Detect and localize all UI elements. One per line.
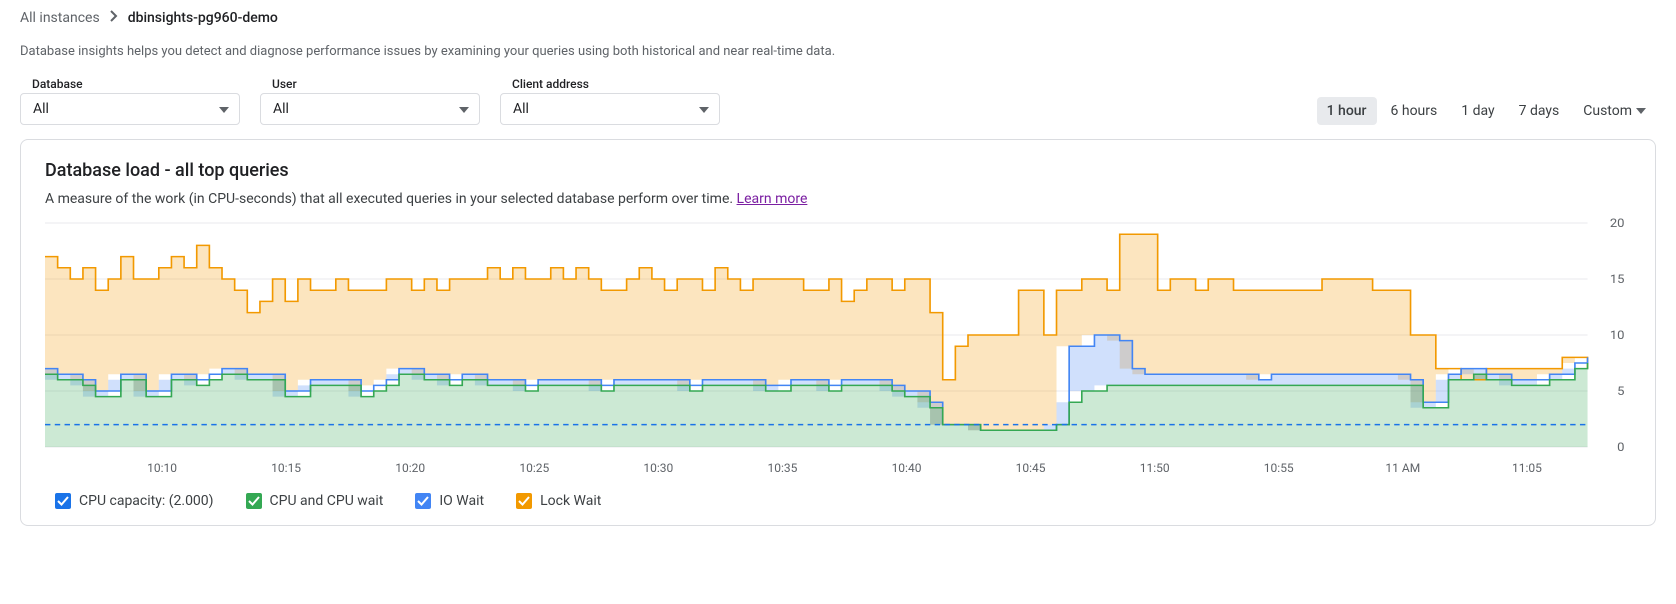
filter-user: User All: [260, 77, 480, 125]
legend-cpu-wait[interactable]: CPU and CPU wait: [246, 493, 384, 509]
time-range-option[interactable]: 6 hours: [1381, 97, 1448, 125]
chart-subtitle: A measure of the work (in CPU-seconds) t…: [45, 191, 1631, 207]
chevron-right-icon: [110, 10, 118, 26]
x-tick-label: 10:25: [472, 461, 596, 475]
caret-down-icon: [459, 101, 469, 117]
svg-text:5: 5: [1617, 384, 1624, 398]
chart-legend: CPU capacity: (2.000) CPU and CPU wait I…: [45, 493, 1631, 509]
filter-user-label: User: [260, 77, 480, 91]
time-range-option[interactable]: 1 day: [1451, 97, 1504, 125]
x-tick-label: 11:05: [1465, 461, 1589, 475]
filter-database-value: All: [33, 101, 49, 117]
legend-io-wait-label: IO Wait: [439, 493, 484, 509]
x-tick-label: 11:50: [1093, 461, 1217, 475]
x-tick-label: 10:15: [224, 461, 348, 475]
database-load-chart[interactable]: 0 5 10 15 20: [45, 217, 1631, 457]
x-tick-label: 10:20: [348, 461, 472, 475]
time-range-selector: 1 hour6 hours1 day7 daysCustom: [1317, 97, 1656, 125]
filter-user-select[interactable]: All: [260, 93, 480, 125]
svg-text:10: 10: [1610, 328, 1625, 342]
checkbox-icon: [516, 493, 532, 509]
chart-title: Database load - all top queries: [45, 160, 1631, 181]
filter-client-select[interactable]: All: [500, 93, 720, 125]
x-tick-label: 10:30: [596, 461, 720, 475]
chart-x-axis: 10:1010:1510:2010:2510:3010:3510:4010:45…: [45, 457, 1631, 475]
filter-user-value: All: [273, 101, 289, 117]
time-range-option[interactable]: Custom: [1573, 97, 1656, 125]
time-range-option[interactable]: 1 hour: [1317, 97, 1377, 125]
filter-bar: Database All User All Client address All…: [20, 77, 1656, 125]
filter-database-label: Database: [20, 77, 240, 91]
time-range-option[interactable]: 7 days: [1509, 97, 1570, 125]
x-tick-label: 10:35: [720, 461, 844, 475]
svg-text:15: 15: [1610, 272, 1625, 286]
legend-lock-wait-label: Lock Wait: [540, 493, 601, 509]
filter-database-select[interactable]: All: [20, 93, 240, 125]
svg-text:0: 0: [1617, 440, 1624, 454]
page-description: Database insights helps you detect and d…: [20, 44, 1656, 59]
learn-more-link[interactable]: Learn more: [737, 191, 808, 207]
x-tick-label: 10:45: [969, 461, 1093, 475]
x-tick-label: 10:40: [844, 461, 968, 475]
filter-database: Database All: [20, 77, 240, 125]
x-tick-label: 11 AM: [1341, 461, 1465, 475]
breadcrumb-root[interactable]: All instances: [20, 10, 100, 26]
chart-card: Database load - all top queries A measur…: [20, 139, 1656, 526]
filter-client-value: All: [513, 101, 529, 117]
breadcrumb: All instances dbinsights-pg960-demo: [20, 10, 1656, 26]
checkbox-icon: [415, 493, 431, 509]
legend-io-wait[interactable]: IO Wait: [415, 493, 484, 509]
x-tick-label: 10:55: [1217, 461, 1341, 475]
caret-down-icon: [699, 101, 709, 117]
checkbox-icon: [55, 493, 71, 509]
filter-client: Client address All: [500, 77, 720, 125]
checkbox-icon: [246, 493, 262, 509]
legend-cpu-capacity-label: CPU capacity: (2.000): [79, 493, 214, 509]
legend-cpu-wait-label: CPU and CPU wait: [270, 493, 384, 509]
legend-lock-wait[interactable]: Lock Wait: [516, 493, 601, 509]
chart-subtitle-text: A measure of the work (in CPU-seconds) t…: [45, 191, 733, 207]
legend-cpu-capacity[interactable]: CPU capacity: (2.000): [55, 493, 214, 509]
caret-down-icon: [219, 101, 229, 117]
x-tick-label: 10:10: [100, 461, 224, 475]
breadcrumb-current: dbinsights-pg960-demo: [128, 10, 278, 26]
filter-client-label: Client address: [500, 77, 720, 91]
svg-text:20: 20: [1610, 217, 1625, 231]
